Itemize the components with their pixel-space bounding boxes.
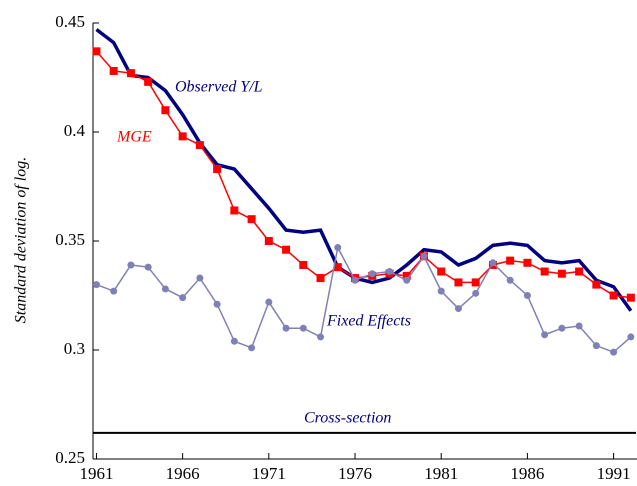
- point: [110, 287, 118, 295]
- point: [109, 66, 118, 75]
- series-line: [95, 28, 633, 312]
- series-label: MGE: [116, 129, 152, 146]
- point: [195, 141, 204, 150]
- point: [248, 344, 256, 352]
- point: [489, 259, 497, 267]
- x-tick-label: 1991: [597, 464, 631, 483]
- point: [161, 285, 169, 293]
- point: [178, 132, 187, 141]
- point: [610, 348, 618, 356]
- point: [627, 333, 635, 341]
- point: [471, 278, 480, 287]
- point: [299, 260, 308, 269]
- point: [334, 244, 342, 252]
- point: [213, 165, 222, 174]
- x-tick-label: 1971: [252, 464, 286, 483]
- point: [420, 252, 428, 260]
- point: [299, 324, 307, 332]
- point: [196, 274, 204, 282]
- x-tick-label: 1976: [338, 464, 372, 483]
- point: [472, 289, 480, 297]
- point: [592, 342, 600, 350]
- point: [523, 258, 532, 267]
- point: [333, 263, 342, 272]
- y-tick-label: 0.3: [64, 339, 85, 358]
- point: [230, 206, 239, 215]
- point: [317, 333, 325, 341]
- point: [144, 263, 152, 271]
- point: [454, 278, 463, 287]
- point: [540, 267, 549, 276]
- point: [557, 269, 566, 278]
- x-tick-label: 1981: [424, 464, 458, 483]
- series-line: [96, 245, 632, 354]
- point: [282, 324, 290, 332]
- point: [127, 261, 135, 269]
- y-tick-label: 0.4: [64, 121, 86, 140]
- reference-label: Cross-section: [304, 410, 391, 427]
- point: [247, 215, 256, 224]
- point: [402, 271, 411, 280]
- point: [92, 281, 100, 289]
- point: [403, 276, 411, 284]
- y-tick-label: 0.25: [55, 448, 85, 467]
- point: [523, 292, 531, 299]
- point: [506, 256, 515, 265]
- y-tick-label: 0.45: [55, 12, 85, 31]
- point: [385, 268, 393, 276]
- point: [213, 300, 221, 308]
- x-tick-label: 1961: [79, 464, 113, 483]
- point: [437, 267, 446, 276]
- point: [558, 324, 566, 332]
- point: [541, 331, 549, 339]
- point: [368, 270, 376, 278]
- point: [179, 294, 187, 302]
- point: [506, 276, 514, 284]
- point: [575, 322, 583, 330]
- y-axis-label: Standard deviation of log.: [13, 157, 30, 324]
- y-tick-label: 0.35: [55, 230, 85, 249]
- point: [626, 293, 635, 302]
- point: [265, 298, 273, 306]
- point: [230, 337, 238, 345]
- point: [161, 106, 170, 115]
- point: [126, 69, 135, 78]
- x-tick-label: 1986: [510, 464, 544, 483]
- point: [609, 291, 618, 300]
- point: [575, 267, 584, 276]
- point: [282, 245, 291, 254]
- point: [437, 287, 445, 295]
- point: [144, 77, 153, 86]
- point: [92, 47, 101, 56]
- point: [351, 276, 359, 284]
- point: [316, 274, 325, 283]
- x-tick-label: 1966: [166, 464, 200, 483]
- point: [264, 237, 273, 245]
- series-label: Fixed Effects: [326, 313, 411, 330]
- series-label: Observed Y/L: [175, 79, 263, 96]
- point: [454, 305, 462, 313]
- point: [592, 280, 601, 289]
